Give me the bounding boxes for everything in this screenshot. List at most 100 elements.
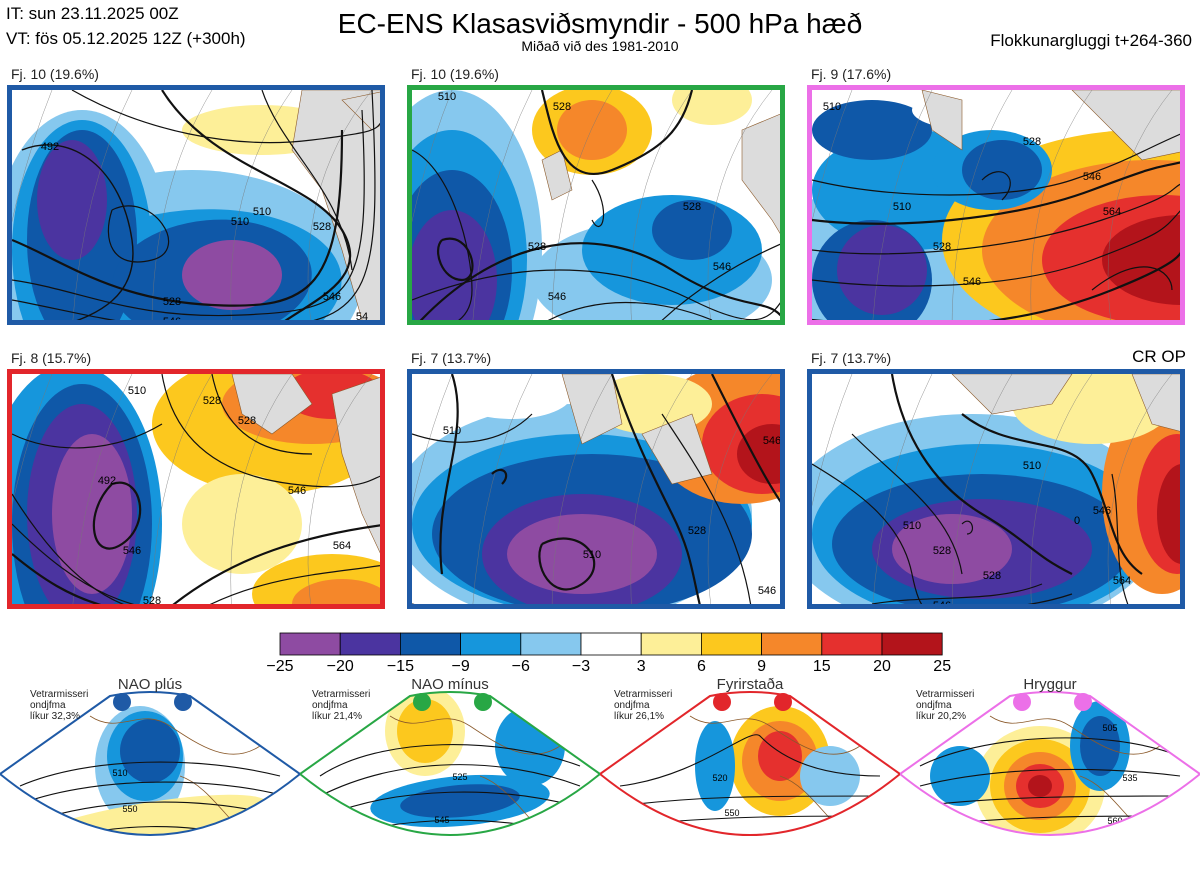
colorbar-tick: 9 xyxy=(757,658,766,675)
anomaly-area xyxy=(182,474,302,574)
cluster-map-5: 510 510 528 546 546 54 28 xyxy=(407,369,785,609)
contour-label: 510 xyxy=(1023,460,1041,472)
page-subtitle: Miðað við des 1981-2010 xyxy=(521,38,679,54)
graticule-line xyxy=(951,90,1013,320)
colorbar-tick: 6 xyxy=(697,658,706,675)
anomaly-area xyxy=(695,721,735,811)
contour-label: 510 xyxy=(893,201,911,213)
graticule-line xyxy=(812,90,853,222)
height-contour xyxy=(419,242,780,320)
regime-marker xyxy=(413,693,431,711)
graticule-line xyxy=(785,90,786,325)
height-contour xyxy=(172,524,380,604)
landmass xyxy=(921,90,963,151)
height-contour xyxy=(812,251,1180,320)
height-contour xyxy=(661,413,752,604)
colorbar-tick: −15 xyxy=(387,658,414,675)
anomaly-area xyxy=(292,579,380,604)
regime-title: NAO plús xyxy=(117,676,183,693)
coastline xyxy=(389,715,561,755)
regime-map-blocking: 520 550 560 Fyrirstaða Vetrarmisseri ondjf… xyxy=(600,676,900,871)
regime-stats: Vetrarmisseri ondjfma líkur 21,4% xyxy=(312,689,371,722)
contour-label: 564 xyxy=(703,321,721,325)
height-contour xyxy=(610,374,701,604)
height-contour xyxy=(209,564,380,604)
colorbar-segment xyxy=(761,632,823,656)
height-contour xyxy=(1027,593,1073,604)
anomaly-area xyxy=(1015,850,1045,862)
graticule-line xyxy=(630,90,693,320)
height-contour xyxy=(12,423,163,449)
colorbar-segment xyxy=(460,632,522,656)
contour-label: 492 xyxy=(98,475,116,487)
cluster-map-3: 510 528 528 546 564 546 564 510 xyxy=(807,85,1185,325)
graticule-line xyxy=(872,90,933,320)
height-contour xyxy=(871,583,1043,604)
anomaly-area xyxy=(495,706,565,786)
height-contour xyxy=(12,90,376,320)
height-contour xyxy=(919,795,1181,807)
graticule-line xyxy=(812,374,853,506)
regime-marker xyxy=(174,693,192,711)
graticule-line xyxy=(307,90,373,320)
landmass xyxy=(1071,90,1180,161)
contour-label: 546 xyxy=(548,291,566,303)
regime-map-ridge: 505 535 560 Hryggur Vetrarmisseri ondjfma … xyxy=(900,676,1200,871)
height-contour xyxy=(412,269,780,320)
height-contour xyxy=(161,374,380,488)
height-contour xyxy=(661,243,780,320)
contour-label: 528 xyxy=(203,395,221,407)
contour-label: 520 xyxy=(712,773,727,783)
cluster-label: Fj. 10 (19.6%) xyxy=(11,66,99,82)
landmass xyxy=(541,149,573,201)
contour-label: 525 xyxy=(452,772,467,782)
contour-label: 54 xyxy=(686,605,698,609)
contour-label: 528 xyxy=(313,221,331,233)
anomaly-area xyxy=(11,794,269,835)
control-run-label: CR OP xyxy=(1132,347,1186,366)
height-contour xyxy=(412,603,415,604)
colorbar-tick: −3 xyxy=(572,658,590,675)
contour-label: 528 xyxy=(238,415,256,427)
graticule-line xyxy=(1107,90,1173,320)
regime-outline xyxy=(600,691,900,836)
height-contour xyxy=(71,90,380,144)
valid-time: VT: fös 05.12.2025 12Z (+300h) xyxy=(6,29,246,48)
cluster-label: Fj. 9 (17.6%) xyxy=(811,66,892,82)
landmass xyxy=(741,113,780,234)
contour-label: 546 xyxy=(123,545,141,557)
anomaly-area xyxy=(452,374,572,419)
graticule-line xyxy=(12,90,53,222)
graticule-line xyxy=(1185,90,1186,325)
height-contour xyxy=(211,374,313,455)
contour-label: 528 xyxy=(1023,136,1041,148)
graticule-line xyxy=(551,90,613,320)
height-contour xyxy=(812,161,1180,225)
height-contour xyxy=(812,133,1180,196)
coastline xyxy=(989,715,1161,755)
contour-label: 528 xyxy=(933,545,951,557)
contour-label: 528 xyxy=(688,525,706,537)
colorbar: −25 −20 −15 −9 −6 −3 3 6 9 15 20 25 xyxy=(266,632,951,675)
landmass xyxy=(1131,374,1180,432)
height-contour xyxy=(919,768,1181,787)
regime-outline xyxy=(300,691,600,836)
height-contour xyxy=(12,129,344,307)
regime-marker xyxy=(774,693,792,711)
colorbar-tick: 3 xyxy=(637,658,646,675)
colorbar-segment xyxy=(520,632,582,656)
colorbar-tick: −6 xyxy=(512,658,530,675)
contour-label: 546 xyxy=(758,585,776,597)
regime-stats: Vetrarmisseri ondjfma líkur 26,1% xyxy=(614,689,673,722)
height-contour xyxy=(640,836,860,846)
graticule-line xyxy=(785,374,786,609)
contour-label: 528 xyxy=(983,570,1001,582)
contour-label: 546 xyxy=(163,316,181,325)
contour-label: 492 xyxy=(41,141,59,153)
contour-label: 546 xyxy=(713,261,731,273)
height-contour xyxy=(491,468,508,485)
anomaly-area xyxy=(800,746,860,806)
contour-label: 528 xyxy=(528,241,546,253)
height-contour xyxy=(619,795,881,807)
contour-label: 560 xyxy=(1107,816,1122,826)
